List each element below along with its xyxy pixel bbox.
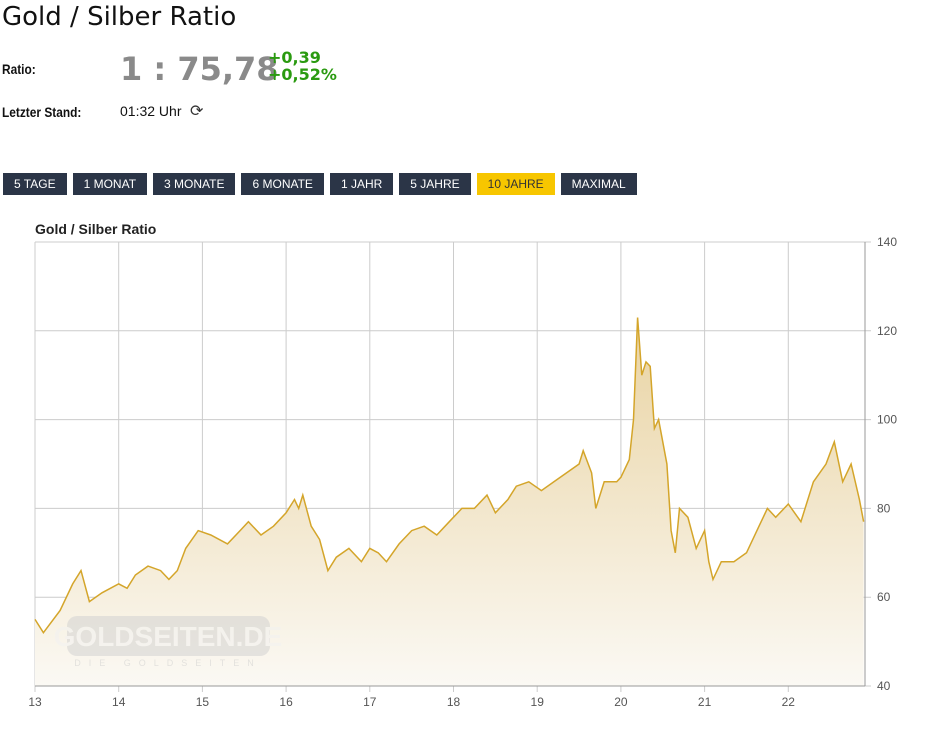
y-tick-label: 60 bbox=[877, 590, 891, 604]
y-tick-label: 40 bbox=[877, 679, 891, 693]
range-button[interactable]: 5 JAHRE bbox=[399, 173, 471, 195]
range-button[interactable]: 3 MONATE bbox=[153, 173, 236, 195]
chart-title: Gold / Silber Ratio bbox=[35, 221, 156, 237]
range-button[interactable]: 1 JAHR bbox=[329, 173, 394, 195]
x-tick-label: 15 bbox=[196, 695, 210, 709]
change-percent: +0,52% bbox=[268, 65, 337, 84]
watermark: GOLDSEITEN.DE DIE GOLDSEITEN bbox=[54, 616, 283, 668]
x-tick-label: 18 bbox=[447, 695, 461, 709]
x-tick-label: 14 bbox=[112, 695, 126, 709]
y-tick-label: 100 bbox=[877, 413, 897, 427]
x-tick-label: 13 bbox=[28, 695, 42, 709]
refresh-icon[interactable]: ⟳ bbox=[190, 101, 204, 120]
x-tick-label: 19 bbox=[531, 695, 545, 709]
watermark-text: GOLDSEITEN.DE bbox=[54, 621, 283, 652]
ratio-label: Ratio: bbox=[2, 61, 36, 77]
ratio-change: +0,39 +0,52% bbox=[268, 49, 337, 83]
x-tick-label: 17 bbox=[363, 695, 377, 709]
range-button[interactable]: 5 TAGE bbox=[3, 173, 67, 195]
range-button[interactable]: MAXIMAL bbox=[560, 173, 637, 195]
range-button[interactable]: 10 JAHRE bbox=[476, 173, 555, 195]
range-button[interactable]: 6 MONATE bbox=[241, 173, 324, 195]
x-tick-label: 22 bbox=[782, 695, 796, 709]
x-tick-label: 21 bbox=[698, 695, 712, 709]
series-line bbox=[34, 317, 865, 635]
area-fill bbox=[35, 317, 864, 686]
page-title: Gold / Silber Ratio bbox=[2, 2, 237, 32]
y-tick-label: 140 bbox=[877, 235, 897, 249]
range-button[interactable]: 1 MONAT bbox=[72, 173, 148, 195]
y-tick-label: 80 bbox=[877, 501, 891, 515]
x-tick-label: 16 bbox=[279, 695, 293, 709]
ratio-value: 1 : 75,78 bbox=[120, 50, 279, 88]
range-buttons: 5 TAGE 1 MONAT 3 MONATE 6 MONATE 1 JAHR 5 JAH… bbox=[3, 173, 637, 195]
stand-label: Letzter Stand: bbox=[2, 104, 82, 120]
watermark-sub: DIE GOLDSEITEN bbox=[74, 658, 262, 668]
x-tick-label: 20 bbox=[614, 695, 628, 709]
change-absolute: +0,39 bbox=[268, 48, 321, 67]
stand-time: 01:32 Uhr bbox=[120, 103, 182, 119]
ratio-chart: Gold / Silber Ratio GOLDSEITEN.DE DIE GO… bbox=[28, 221, 897, 709]
y-tick-label: 120 bbox=[877, 324, 897, 338]
